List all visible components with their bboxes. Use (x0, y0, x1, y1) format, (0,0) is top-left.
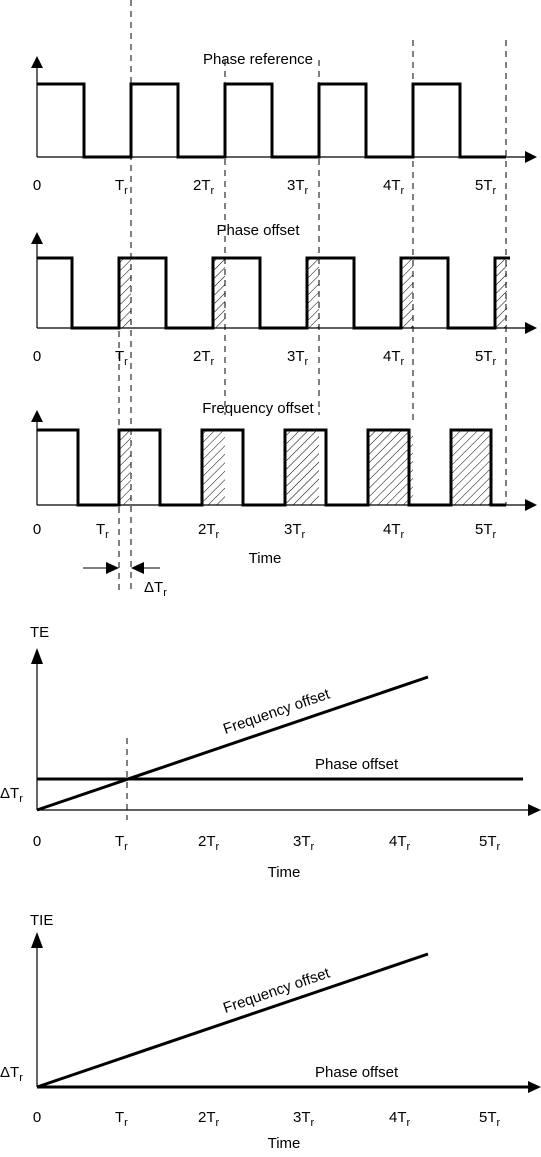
frequency-tick-2: 2Tr (198, 521, 220, 541)
te-phase-label: Phase offset (315, 756, 399, 773)
te-tick-3: 3Tr (293, 833, 315, 853)
te-tick-4: 4Tr (389, 833, 411, 853)
frequency-title: Frequency offset (202, 400, 314, 417)
reference-panel: Phase reference 0 Tr 2Tr 3Tr 4Tr 5Tr (31, 51, 537, 197)
frequency-time-arrow (525, 499, 537, 511)
reference-waveform (37, 82, 506, 159)
freq-hatch-2 (202, 430, 225, 505)
tie-y-tick: ΔTr (0, 1064, 23, 1084)
te-chart: TE Frequency offset Phase offset ΔTr 0 T… (0, 624, 541, 881)
te-tick-0: 0 (33, 833, 41, 850)
reference-tick-0: 0 (33, 177, 41, 194)
frequency-hatched-areas (119, 430, 491, 505)
reference-title: Phase reference (203, 51, 313, 68)
tie-tick-2: 2Tr (198, 1109, 220, 1129)
tie-tick-1: Tr (115, 1109, 128, 1129)
tie-phase-label: Phase offset (315, 1064, 399, 1081)
te-y-tick: ΔTr (0, 785, 23, 805)
phase-hatch-3 (307, 258, 319, 328)
reference-tick-4: 4Tr (383, 177, 405, 197)
delta-t-label: ΔTr (144, 579, 167, 599)
delta-t-marker: ΔTr (83, 562, 167, 599)
reference-tick-labels: 0 Tr 2Tr 3Tr 4Tr 5Tr (33, 177, 497, 197)
phase-tick-3: 3Tr (287, 348, 309, 368)
te-ylabel: TE (30, 624, 49, 641)
frequency-tick-0: 0 (33, 521, 41, 538)
tie-x-arrow (528, 1081, 541, 1093)
te-tick-labels: 0 Tr 2Tr 3Tr 4Tr 5Tr (33, 833, 501, 853)
delta-right-arrowhead (131, 562, 144, 574)
frequency-tick-3: 3Tr (284, 521, 306, 541)
freq-hatch-3 (285, 430, 319, 505)
phase-title: Phase offset (216, 222, 300, 239)
tie-tick-0: 0 (33, 1109, 41, 1126)
phase-tick-labels: 0 Tr 2Tr 3Tr 4Tr 5Tr (33, 348, 497, 368)
tie-tick-4: 4Tr (389, 1109, 411, 1129)
frequency-tick-labels: 0 Tr 2Tr 3Tr 4Tr 5Tr (33, 521, 497, 541)
phase-waveform (37, 256, 510, 330)
phase-tick-2: 2Tr (193, 348, 215, 368)
reference-time-arrow (525, 151, 537, 163)
reference-tick-1: Tr (115, 177, 128, 197)
te-xlabel: Time (268, 864, 301, 881)
frequency-panel: Frequency offset 0 Tr 2Tr 3Tr 4Tr 5Tr Ti… (31, 400, 537, 599)
frequency-tick-1: Tr (96, 521, 109, 541)
phase-tick-0: 0 (33, 348, 41, 365)
tie-tick-3: 3Tr (293, 1109, 315, 1129)
phase-tick-1: Tr (115, 348, 128, 368)
te-frequency-offset-line (36, 675, 429, 812)
phase-hatch-4 (401, 258, 413, 328)
tie-ylabel: TIE (30, 912, 53, 929)
freq-hatch-5 (451, 430, 491, 505)
te-tick-2: 2Tr (198, 833, 220, 853)
te-x-arrow (528, 804, 541, 816)
tie-frequency-offset-line (36, 952, 429, 1089)
tie-xlabel: Time (268, 1135, 301, 1152)
waveform-time-label: Time (249, 550, 282, 567)
freq-hatch-4 (368, 430, 413, 505)
phase-tick-4: 4Tr (383, 348, 405, 368)
frequency-tick-4: 4Tr (383, 521, 405, 541)
frequency-amplitude-arrow (31, 410, 43, 422)
tie-y-arrow (31, 932, 43, 948)
frequency-tick-5: 5Tr (475, 521, 497, 541)
phase-hatch-2 (213, 258, 225, 328)
phase-tick-5: 5Tr (475, 348, 497, 368)
waveform-guide-lines (118, 0, 507, 590)
delta-left-arrowhead (106, 562, 119, 574)
phase-hatched-areas (119, 258, 507, 328)
te-frequency-label: Frequency offset (221, 685, 333, 738)
reference-tick-5: 5Tr (475, 177, 497, 197)
freq-hatch-1 (119, 430, 131, 505)
tie-tick-5: 5Tr (479, 1109, 501, 1129)
phase-hatch-1 (119, 258, 131, 328)
reference-tick-3: 3Tr (287, 177, 309, 197)
phase-hatch-5 (495, 258, 507, 328)
phase-amplitude-arrow (31, 232, 43, 244)
phase-panel: Phase offset 0 Tr 2Tr 3Tr 4Tr 5Tr (31, 222, 537, 368)
reference-tick-2: 2Tr (193, 177, 215, 197)
tie-tick-labels: 0 Tr 2Tr 3Tr 4Tr 5Tr (33, 1109, 501, 1129)
tie-chart: TIE Frequency offset Phase offset ΔTr 0 … (0, 912, 541, 1152)
phase-time-arrow (525, 322, 537, 334)
te-y-arrow (31, 648, 43, 664)
reference-amplitude-arrow (31, 56, 43, 68)
te-tick-1: Tr (115, 833, 128, 853)
te-tick-5: 5Tr (479, 833, 501, 853)
frequency-waveform (37, 428, 506, 507)
